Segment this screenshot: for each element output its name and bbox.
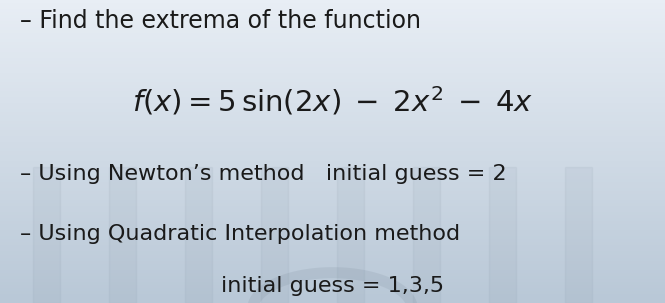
Text: initial guess = 1,3,5: initial guess = 1,3,5 xyxy=(221,276,444,296)
Text: – Find the extrema of the function: – Find the extrema of the function xyxy=(20,9,421,33)
Bar xyxy=(489,167,516,303)
Bar xyxy=(565,167,592,303)
Text: $f(x)= 5\,\mathrm{sin}(2x)\;-\;2x^2\;-\;4x$: $f(x)= 5\,\mathrm{sin}(2x)\;-\;2x^2\;-\;… xyxy=(132,85,533,118)
Bar xyxy=(33,167,60,303)
Text: – Using Quadratic Interpolation method: – Using Quadratic Interpolation method xyxy=(20,224,460,244)
Bar xyxy=(109,167,136,303)
Bar xyxy=(261,167,288,303)
Bar xyxy=(186,167,212,303)
Text: – Using Newton’s method   initial guess = 2: – Using Newton’s method initial guess = … xyxy=(20,164,507,184)
Bar xyxy=(337,167,364,303)
Bar xyxy=(413,167,440,303)
